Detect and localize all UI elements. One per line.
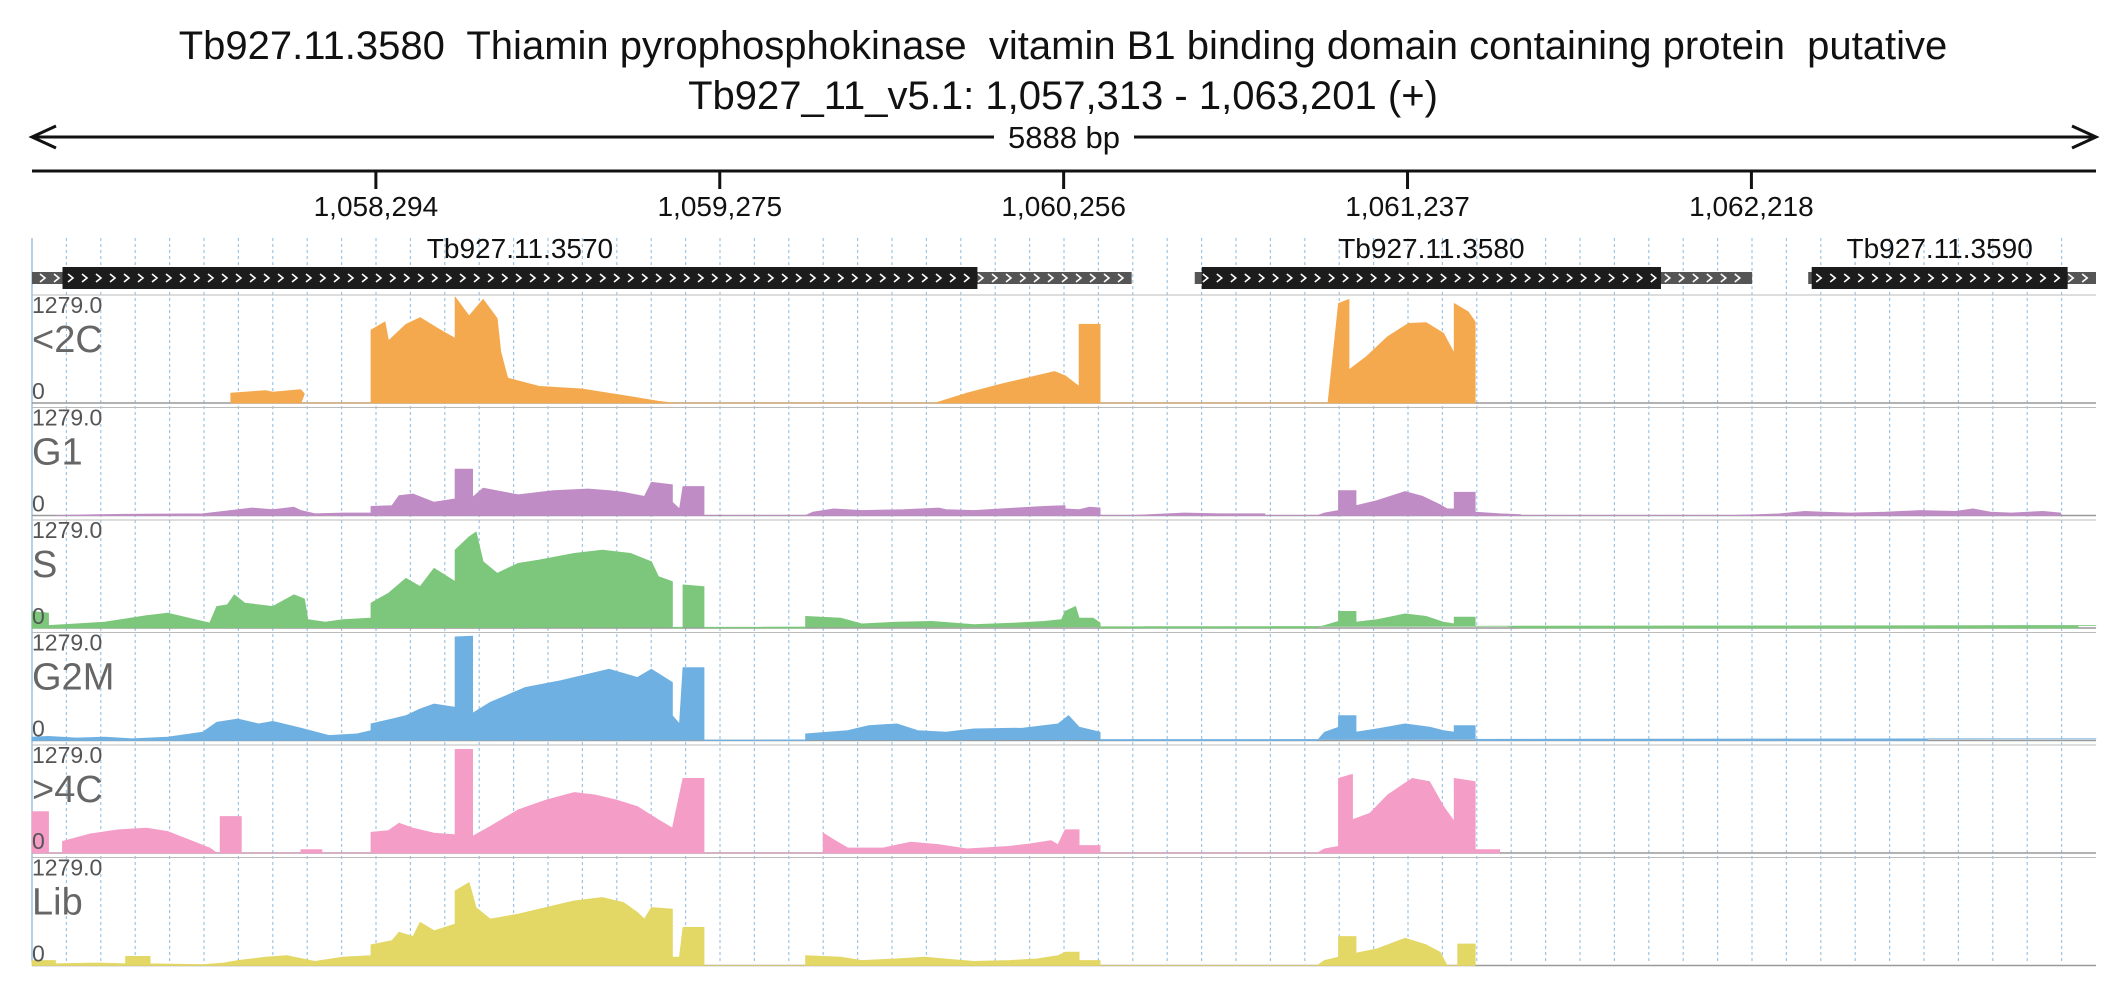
coverage-area	[31, 635, 2097, 741]
track-ymax-label: 1279.0	[32, 742, 102, 768]
coverage-track: 1279.0 0 <2C	[32, 292, 2096, 404]
track-label: S	[32, 544, 57, 586]
coverage-track: 1279.0 0 Lib	[31, 855, 2096, 967]
track-label: >4C	[32, 769, 103, 811]
span-label-bg	[994, 117, 1134, 157]
track-ymin-label: 0	[32, 378, 45, 404]
span-label: 5888 bp	[1008, 120, 1120, 155]
coverage-area	[230, 296, 1476, 404]
track-ymin-label: 0	[32, 941, 45, 967]
span-arrow-left	[28, 124, 57, 150]
track-ymin-label: 0	[32, 828, 45, 854]
track-ymax-label: 1279.0	[32, 517, 102, 543]
coverage-area	[55, 468, 2061, 516]
coverage-track: 1279.0 0 G1	[32, 405, 2096, 517]
coverage-track: 1279.0 0 S	[31, 517, 2097, 629]
coverage-track: 1279.0 0 G2M	[31, 630, 2097, 742]
gene-model: Tb927.11.3590	[1808, 233, 2096, 289]
track-label: G2M	[32, 657, 114, 699]
track-ymin-label: 0	[32, 491, 45, 517]
coverage-area	[31, 882, 1476, 966]
axis-tick-label: 1,061,237	[1345, 191, 1470, 222]
coverage-area	[31, 749, 1501, 854]
gene-label: Tb927.11.3580	[1338, 233, 1524, 264]
track-ymax-label: 1279.0	[32, 855, 102, 881]
coverage-tracks: 1279.00<2C1279.00G11279.00S1279.00G2M127…	[31, 292, 2097, 967]
gene-strand-arrows	[1202, 273, 1742, 283]
gene-label: Tb927.11.3570	[427, 233, 613, 264]
track-label: G1	[32, 432, 83, 474]
gene-track: Tb927.11.3570 Tb927.11.3580 Tb927.11.3590	[32, 233, 2096, 289]
track-ymax-label: 1279.0	[32, 292, 102, 318]
span-arrow-right	[2071, 124, 2100, 150]
gene-cds	[1811, 267, 2068, 289]
span-ruler: 5888 bp	[28, 117, 2100, 157]
gene-strand-arrows	[1815, 273, 2089, 283]
track-label: Lib	[32, 882, 83, 924]
chart-title: Tb927.11.3580 Thiamin pyrophosphokinase …	[178, 24, 1948, 68]
axis-tick-label: 1,062,218	[1689, 191, 1814, 222]
gene-strand-arrows	[39, 273, 1125, 283]
coverage-area	[31, 531, 2097, 629]
gene-label: Tb927.11.3590	[1847, 233, 2033, 264]
axis-tick-label: 1,058,294	[314, 191, 439, 222]
track-ymax-label: 1279.0	[32, 405, 102, 431]
gene-model: Tb927.11.3570	[32, 233, 1132, 289]
track-label: <2C	[32, 319, 103, 361]
track-ymin-label: 0	[32, 603, 45, 629]
gene-model: Tb927.11.3580	[1194, 233, 1753, 289]
chart-subtitle: Tb927_11_v5.1: 1,057,313 - 1,063,201 (+)	[688, 74, 1438, 118]
coverage-track: 1279.0 0 >4C	[31, 742, 2096, 854]
track-ymax-label: 1279.0	[32, 630, 102, 656]
axis-tick-label: 1,059,275	[657, 191, 782, 222]
axis-tick-label: 1,060,256	[1001, 191, 1126, 222]
coordinate-axis: 1,058,294 1,059,275 1,060,256 1,061,237 1,06…	[32, 169, 2096, 222]
track-ymin-label: 0	[32, 716, 45, 742]
